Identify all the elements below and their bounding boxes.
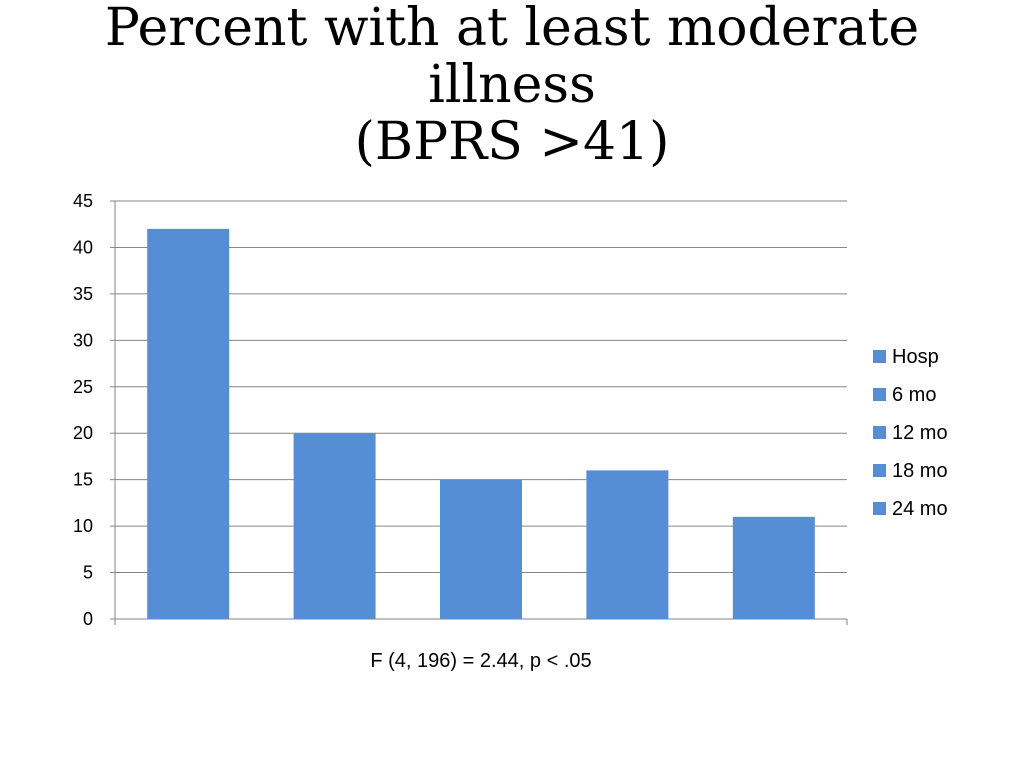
legend-label: Hosp [892,346,939,368]
y-tick-label: 45 [73,191,93,211]
legend-label: 24 mo [892,498,948,520]
legend-label: 12 mo [892,422,948,444]
y-tick-label: 0 [83,609,93,629]
bar-hosp [147,228,230,619]
legend-swatch [873,426,886,439]
legend: Hosp 6 mo 12 mo 18 mo 24 mo [873,346,948,520]
title-line-2: illness [428,55,596,116]
y-tick-label: 40 [73,237,93,257]
slide-title: Percent with at least moderate illness (… [0,0,1024,172]
legend-swatch [873,464,886,477]
title-line-1: Percent with at least moderate [104,0,920,58]
bar-18-mo [586,470,669,619]
legend-swatch [873,502,886,515]
y-tick-label: 10 [73,516,93,536]
y-tick-label: 20 [73,423,93,443]
gridlines [115,200,847,574]
bar-6-mo [293,433,376,619]
bars [147,228,815,619]
legend-swatch [873,350,886,363]
y-tick-label: 5 [83,563,93,583]
bar-12-mo [440,479,522,619]
y-tick-labels: 0 5 10 15 20 25 30 35 40 45 [73,191,93,629]
y-tick-label: 30 [73,330,93,350]
bar-24-mo [732,516,815,619]
legend-label: 6 mo [892,384,936,406]
legend-label: 18 mo [892,460,948,482]
y-tick-label: 35 [73,284,93,304]
y-tick-label: 25 [73,377,93,397]
y-tick-label: 15 [73,470,93,490]
x-axis-label: F (4, 196) = 2.44, p < .05 [370,650,591,672]
title-line-3: (BPRS >41) [354,112,670,173]
legend-swatch [873,388,886,401]
